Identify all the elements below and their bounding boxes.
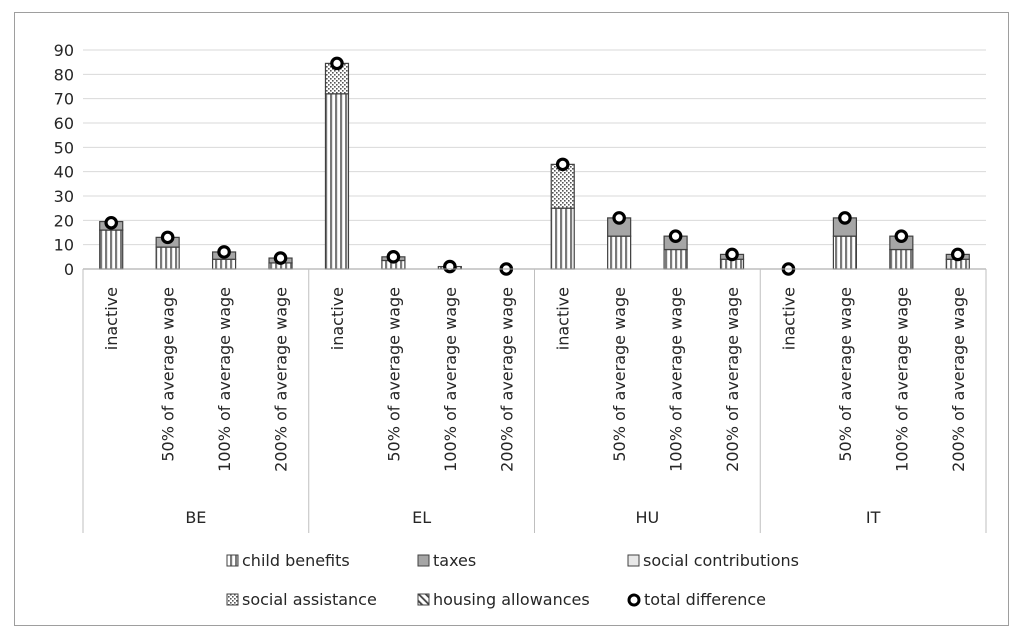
x-tick-label: inactive <box>102 287 121 350</box>
total-difference-marker <box>332 58 342 68</box>
y-tick-label: 80 <box>54 65 74 84</box>
bar-segment <box>213 259 236 269</box>
y-tick-label: 10 <box>54 236 74 255</box>
x-tick-label: 200% of average wage <box>272 287 291 472</box>
total-difference-marker <box>614 213 624 223</box>
group-label: IT <box>866 508 881 527</box>
legend-label: taxes <box>433 551 476 570</box>
total-difference-marker <box>275 253 285 263</box>
total-difference-marker <box>388 252 398 262</box>
bars <box>100 63 970 269</box>
bar-segment <box>156 247 179 269</box>
legend-label: housing allowances <box>433 590 590 609</box>
total-difference-marker <box>953 249 963 259</box>
legend-label: social assistance <box>242 590 377 609</box>
x-tick-label: 50% of average wage <box>836 287 855 462</box>
total-difference-marker <box>558 159 568 169</box>
x-tick-label: 50% of average wage <box>159 287 178 462</box>
group-label: EL <box>412 508 431 527</box>
legend-label: social contributions <box>643 551 799 570</box>
bar-segment <box>890 250 913 269</box>
y-tick-label: 20 <box>54 211 74 230</box>
x-tick-label: 200% of average wage <box>723 287 742 472</box>
y-tick-label: 0 <box>64 260 74 279</box>
x-tick-label: inactive <box>779 287 798 350</box>
legend-swatch <box>418 555 429 566</box>
legend-label: child benefits <box>242 551 350 570</box>
legend-label: total difference <box>644 590 766 609</box>
legend: child benefits taxes social contributions s… <box>227 551 799 609</box>
bar-segment <box>608 236 631 269</box>
y-tick-label: 90 <box>54 41 74 60</box>
total-difference-marker <box>445 261 455 271</box>
bar-segment <box>100 230 123 269</box>
x-tick-label: inactive <box>328 287 347 350</box>
y-axis-tick-labels: 0 10 20 30 40 50 60 70 80 90 <box>54 41 74 279</box>
bar-segment <box>833 236 856 269</box>
y-tick-label: 60 <box>54 114 74 133</box>
bar-segment <box>551 208 574 269</box>
x-tick-label: 200% of average wage <box>497 287 516 472</box>
legend-swatch <box>418 594 429 605</box>
x-tick-label: 100% of average wage <box>667 287 686 472</box>
total-difference-marker <box>162 232 172 242</box>
bar-segment <box>664 250 687 269</box>
total-difference-marker <box>727 249 737 259</box>
total-difference-marker <box>670 231 680 241</box>
x-tick-label: 50% of average wage <box>610 287 629 462</box>
x-tick-label: 200% of average wage <box>949 287 968 472</box>
total-difference-marker <box>896 231 906 241</box>
total-difference-marker <box>106 218 116 228</box>
x-axis: inactive 50% of average wage 100% of avera… <box>83 269 986 533</box>
total-difference-marker <box>840 213 850 223</box>
x-tick-label: inactive <box>554 287 573 350</box>
x-tick-label: 100% of average wage <box>892 287 911 472</box>
x-tick-label: 100% of average wage <box>441 287 460 472</box>
y-tick-label: 40 <box>54 163 74 182</box>
legend-swatch <box>227 555 238 566</box>
bar-segment <box>325 94 348 269</box>
group-label: HU <box>636 508 660 527</box>
legend-swatch <box>628 555 639 566</box>
y-tick-label: 30 <box>54 187 74 206</box>
group-label: BE <box>185 508 206 527</box>
total-difference-marker <box>219 247 229 257</box>
legend-swatch <box>227 594 238 605</box>
y-tick-label: 50 <box>54 138 74 157</box>
x-tick-label: 100% of average wage <box>215 287 234 472</box>
x-tick-label: 50% of average wage <box>384 287 403 462</box>
legend-marker <box>629 595 639 605</box>
y-tick-label: 70 <box>54 90 74 109</box>
